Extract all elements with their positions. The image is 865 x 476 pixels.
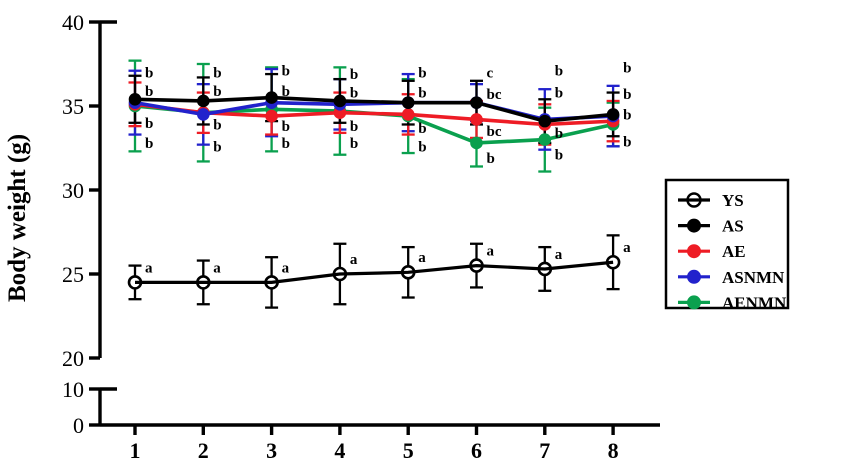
significance-letter: b	[555, 64, 563, 80]
significance-letter: b	[350, 119, 358, 135]
significance-letter: b	[145, 65, 153, 81]
series-AS	[128, 91, 620, 128]
legend-label-ASNMN: ASNMN	[722, 268, 785, 287]
significance-letter: b	[282, 84, 290, 100]
legend-item-AENMN: AENMN	[678, 293, 787, 312]
legend-item-ASNMN: ASNMN	[678, 268, 785, 287]
y-tick-label: 0	[73, 413, 84, 438]
significance-letter: b	[145, 136, 153, 152]
legend: YS AS AE ASNMN AENMN	[664, 178, 790, 312]
x-tick-label: 1	[130, 438, 141, 463]
legend-item-YS: YS	[678, 191, 744, 210]
y-tick-label: 30	[62, 178, 84, 203]
significance-letter: b	[623, 87, 631, 103]
data-point-AS	[128, 92, 142, 106]
legend-label-AENMN: AENMN	[722, 293, 787, 312]
significance-letter: b	[282, 64, 290, 80]
data-point-AS	[606, 108, 620, 121]
significance-letter: b	[145, 116, 153, 132]
significance-letter: a	[555, 247, 563, 263]
x-tick-label: 8	[608, 438, 619, 463]
y-tick-label: 20	[62, 346, 84, 371]
significance-letter: b	[555, 126, 563, 142]
legend-label-AE: AE	[722, 242, 746, 261]
series-YS	[127, 254, 621, 290]
legend-label-YS: YS	[722, 191, 744, 210]
significance-letter: b	[555, 86, 563, 102]
data-point-AENMN	[470, 136, 483, 150]
significance-letter: b	[282, 136, 290, 152]
data-point-AENMN	[538, 133, 552, 146]
significance-letter: b	[213, 84, 221, 100]
legend-item-AS: AS	[678, 217, 744, 236]
significance-letter: a	[213, 260, 221, 276]
significance-letter: b	[213, 65, 221, 81]
significance-letter: a	[282, 260, 290, 276]
significance-letter: c	[487, 65, 494, 81]
significance-letter: b	[213, 139, 221, 155]
data-point-AE	[265, 109, 278, 123]
y-axis-title: Body weight (g)	[4, 134, 31, 302]
data-point-AS	[401, 96, 415, 109]
significance-letter: a	[487, 243, 495, 259]
significance-letter: b	[282, 119, 290, 135]
significance-letter: b	[213, 117, 221, 133]
significance-letter: b	[487, 151, 495, 167]
y-tick-label: 25	[62, 262, 84, 287]
significance-letter: bc	[487, 124, 502, 140]
y-axis	[89, 20, 117, 427]
significance-letter: b	[418, 121, 426, 137]
x-tick-label: 5	[403, 438, 414, 463]
legend-label-AS: AS	[722, 217, 744, 236]
data-point-AS	[470, 96, 483, 109]
y-tick-label: 35	[62, 94, 84, 119]
significance-letter: a	[418, 250, 426, 266]
significance-letter: b	[350, 67, 358, 83]
data-point-ASNMN	[197, 108, 210, 121]
significance-letter: a	[145, 260, 153, 276]
significance-letter: b	[145, 84, 153, 100]
significance-letter: b	[350, 86, 358, 102]
legend-marker-AENMN	[687, 295, 701, 310]
x-tick-label: 4	[334, 438, 345, 463]
x-tick-label: 3	[266, 438, 277, 463]
data-point-AS	[197, 94, 210, 108]
y-tick-label: 40	[62, 10, 84, 35]
data-point-AS	[538, 114, 552, 128]
legend-marker-AS	[687, 218, 701, 233]
series-line-YS	[135, 260, 614, 284]
data-point-AS	[265, 91, 278, 104]
significance-letter: b	[418, 139, 426, 155]
y-tick-label: 10	[62, 377, 84, 402]
series-line-AS	[134, 95, 614, 123]
significance-letter: b	[418, 86, 426, 102]
x-tick-label: 7	[539, 438, 550, 463]
significance-letter: bc	[487, 87, 502, 103]
data-point-AS	[333, 94, 347, 108]
significance-letters-AENMN: b b b b b b b b	[145, 134, 631, 167]
significance-letter: b	[623, 60, 631, 76]
significance-letter: b	[418, 65, 426, 81]
legend-marker-AE	[687, 244, 701, 259]
significance-letter: b	[623, 107, 631, 123]
x-tick-label: 6	[471, 438, 482, 463]
significance-letters-ASNMN: b b b b b bc b b	[145, 84, 631, 103]
legend-marker-ASNMN	[687, 269, 701, 284]
significance-letter: b	[623, 134, 631, 150]
x-tick-label: 2	[198, 438, 209, 463]
significance-letters-YS: a a a a a a a a	[145, 240, 631, 276]
significance-letter: a	[350, 252, 358, 268]
significance-letter: a	[623, 240, 631, 256]
data-point-AE	[401, 108, 415, 121]
significance-letter: b	[350, 136, 358, 152]
legend-item-AE: AE	[678, 242, 746, 261]
data-point-AE	[470, 113, 483, 126]
significance-letter: b	[555, 148, 563, 164]
x-axis	[100, 423, 660, 435]
significance-letters-AE: b b b b b bc b b	[145, 107, 631, 141]
